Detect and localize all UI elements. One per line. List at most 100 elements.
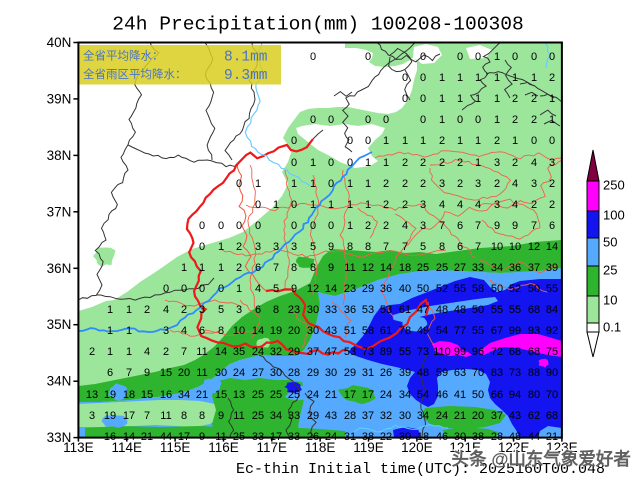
svg-text:11: 11 xyxy=(196,367,207,379)
svg-text:33: 33 xyxy=(288,410,300,422)
svg-text:39: 39 xyxy=(399,367,411,379)
svg-text:4: 4 xyxy=(402,220,408,232)
svg-text:10: 10 xyxy=(491,241,503,253)
svg-text:6: 6 xyxy=(107,367,113,379)
svg-text:70: 70 xyxy=(472,367,484,379)
svg-text:7: 7 xyxy=(126,367,132,379)
svg-text:1: 1 xyxy=(475,157,481,169)
svg-text:0: 0 xyxy=(402,72,408,84)
svg-text:全省雨区平均降水：: 全省雨区平均降水： xyxy=(83,67,187,81)
svg-text:19: 19 xyxy=(104,410,116,422)
svg-text:1: 1 xyxy=(107,304,113,316)
svg-text:34N: 34N xyxy=(47,374,72,389)
svg-text:30: 30 xyxy=(215,367,227,379)
svg-text:32: 32 xyxy=(270,346,282,358)
svg-text:1: 1 xyxy=(457,93,463,105)
svg-text:3: 3 xyxy=(273,241,279,253)
svg-text:全省平均降水：: 全省平均降水： xyxy=(83,49,164,63)
svg-text:1: 1 xyxy=(126,346,132,358)
svg-text:30: 30 xyxy=(399,410,411,422)
svg-text:29: 29 xyxy=(288,346,300,358)
svg-text:77: 77 xyxy=(454,325,466,337)
svg-text:0: 0 xyxy=(291,199,297,211)
svg-text:29: 29 xyxy=(307,410,319,422)
svg-text:2: 2 xyxy=(402,199,408,211)
svg-text:3: 3 xyxy=(531,178,537,190)
svg-text:9: 9 xyxy=(328,262,334,274)
svg-text:7: 7 xyxy=(475,220,481,232)
svg-text:15: 15 xyxy=(141,389,153,401)
svg-text:14: 14 xyxy=(215,346,227,358)
svg-text:122E: 122E xyxy=(498,440,530,455)
svg-text:头条 @山东气象爱好者: 头条 @山东气象爱好者 xyxy=(450,448,629,468)
svg-text:43: 43 xyxy=(509,410,521,422)
svg-text:0: 0 xyxy=(457,51,463,63)
svg-text:36N: 36N xyxy=(47,261,72,276)
svg-text:1: 1 xyxy=(347,199,353,211)
svg-text:24h Precipitation(mm) 100208-1: 24h Precipitation(mm) 100208-100308 xyxy=(112,14,524,36)
svg-text:73: 73 xyxy=(362,346,374,358)
svg-text:1: 1 xyxy=(402,135,408,147)
svg-text:1: 1 xyxy=(181,262,187,274)
svg-text:89: 89 xyxy=(380,346,392,358)
svg-text:1: 1 xyxy=(531,72,537,84)
svg-text:0: 0 xyxy=(310,51,316,63)
svg-text:4: 4 xyxy=(439,199,445,211)
svg-text:80: 80 xyxy=(528,389,540,401)
svg-text:30: 30 xyxy=(270,367,282,379)
svg-text:8.1mm: 8.1mm xyxy=(224,50,268,66)
svg-text:61: 61 xyxy=(399,304,411,316)
svg-text:37: 37 xyxy=(362,410,374,422)
svg-text:43: 43 xyxy=(325,410,337,422)
svg-text:53: 53 xyxy=(380,304,392,316)
svg-text:3: 3 xyxy=(475,178,481,190)
svg-text:1: 1 xyxy=(218,241,224,253)
svg-text:55: 55 xyxy=(491,304,503,316)
svg-text:1: 1 xyxy=(439,114,445,126)
svg-text:48: 48 xyxy=(454,304,466,316)
svg-text:2: 2 xyxy=(531,114,537,126)
svg-text:1: 1 xyxy=(347,220,353,232)
svg-text:37: 37 xyxy=(307,346,319,358)
svg-text:58: 58 xyxy=(362,325,374,337)
svg-text:23: 23 xyxy=(288,304,300,316)
svg-text:93: 93 xyxy=(528,325,540,337)
svg-text:54: 54 xyxy=(417,389,429,401)
svg-text:1: 1 xyxy=(475,135,481,147)
svg-text:25: 25 xyxy=(436,262,448,274)
svg-text:2: 2 xyxy=(531,93,537,105)
svg-text:7: 7 xyxy=(475,241,481,253)
svg-text:84: 84 xyxy=(546,304,558,316)
svg-text:21: 21 xyxy=(325,389,337,401)
svg-text:7: 7 xyxy=(439,220,445,232)
svg-text:2: 2 xyxy=(494,178,500,190)
svg-text:21: 21 xyxy=(196,389,208,401)
svg-text:27: 27 xyxy=(252,367,264,379)
svg-text:34: 34 xyxy=(270,410,282,422)
svg-text:0: 0 xyxy=(328,178,334,190)
svg-text:7: 7 xyxy=(531,220,537,232)
svg-text:0: 0 xyxy=(255,220,261,232)
svg-text:1: 1 xyxy=(457,72,463,84)
svg-text:头条 @山东气象爱好者: 头条 @山东气象爱好者 xyxy=(452,449,631,469)
svg-text:4: 4 xyxy=(457,199,463,211)
svg-text:94: 94 xyxy=(509,389,521,401)
svg-text:3: 3 xyxy=(163,325,169,337)
svg-text:32: 32 xyxy=(380,410,392,422)
svg-text:0: 0 xyxy=(531,135,537,147)
svg-text:2: 2 xyxy=(457,157,463,169)
svg-text:73: 73 xyxy=(417,346,429,358)
svg-text:0: 0 xyxy=(365,51,371,63)
svg-text:55: 55 xyxy=(546,283,558,295)
svg-text:1: 1 xyxy=(347,178,353,190)
svg-text:0: 0 xyxy=(475,114,481,126)
svg-text:21: 21 xyxy=(454,410,466,422)
svg-text:58: 58 xyxy=(472,283,484,295)
svg-text:2: 2 xyxy=(163,346,169,358)
svg-text:19: 19 xyxy=(104,389,116,401)
svg-text:99: 99 xyxy=(454,346,466,358)
svg-text:0: 0 xyxy=(347,135,353,147)
svg-text:1: 1 xyxy=(383,135,389,147)
svg-text:8: 8 xyxy=(273,304,279,316)
svg-text:7: 7 xyxy=(144,410,150,422)
